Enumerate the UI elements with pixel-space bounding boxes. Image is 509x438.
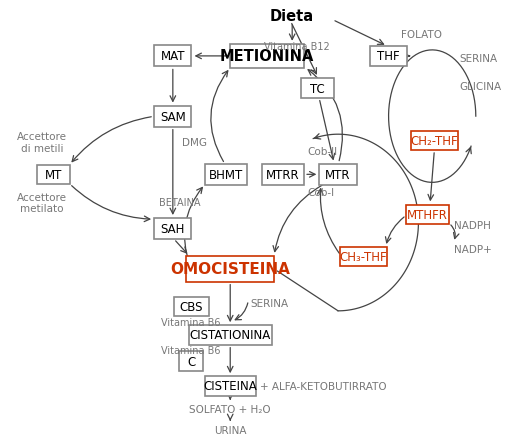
- FancyBboxPatch shape: [204, 165, 246, 185]
- Text: MT: MT: [45, 169, 62, 181]
- FancyBboxPatch shape: [340, 247, 386, 267]
- FancyBboxPatch shape: [204, 376, 255, 396]
- Text: GLICINA: GLICINA: [459, 82, 501, 92]
- Text: + ALFA-KETOBUTIRRATO: + ALFA-KETOBUTIRRATO: [260, 381, 386, 391]
- Text: THF: THF: [377, 50, 399, 63]
- FancyBboxPatch shape: [405, 205, 448, 225]
- FancyBboxPatch shape: [230, 45, 303, 68]
- FancyBboxPatch shape: [262, 165, 303, 185]
- Text: CISTATIONINA: CISTATIONINA: [189, 328, 270, 342]
- Text: TC: TC: [309, 82, 324, 95]
- Text: URINA: URINA: [214, 425, 246, 435]
- Text: CBS: CBS: [179, 300, 203, 314]
- Text: BETAINA: BETAINA: [159, 198, 200, 208]
- Text: NADPH: NADPH: [454, 221, 490, 231]
- Text: SAM: SAM: [160, 110, 185, 124]
- FancyBboxPatch shape: [154, 46, 191, 67]
- FancyBboxPatch shape: [188, 325, 271, 345]
- FancyBboxPatch shape: [369, 47, 406, 67]
- Text: OMOCISTEINA: OMOCISTEINA: [170, 261, 290, 276]
- Text: Cob-II: Cob-II: [307, 147, 337, 157]
- Text: C: C: [187, 355, 195, 367]
- FancyBboxPatch shape: [174, 297, 208, 317]
- Text: Vitamina B12: Vitamina B12: [263, 42, 329, 52]
- Text: Vitamina B6: Vitamina B6: [161, 317, 220, 327]
- Text: MAT: MAT: [160, 50, 185, 63]
- FancyBboxPatch shape: [154, 219, 191, 240]
- Text: MTHFR: MTHFR: [406, 208, 447, 222]
- Text: SERINA: SERINA: [250, 298, 289, 308]
- Text: CISTEINA: CISTEINA: [203, 380, 257, 392]
- Text: Accettore
metilato: Accettore metilato: [17, 192, 67, 214]
- Text: DMG: DMG: [182, 138, 207, 148]
- Text: CH₂-THF: CH₂-THF: [410, 134, 458, 147]
- Text: Vitamina B6: Vitamina B6: [161, 345, 220, 355]
- Text: SAH: SAH: [160, 223, 185, 236]
- Text: MTRR: MTRR: [266, 169, 299, 181]
- FancyBboxPatch shape: [179, 352, 203, 371]
- Text: CH₃-THF: CH₃-THF: [339, 251, 386, 264]
- Text: SOLFATO + H₂O: SOLFATO + H₂O: [189, 404, 270, 414]
- Text: FOLATO: FOLATO: [400, 30, 441, 40]
- FancyBboxPatch shape: [300, 79, 333, 99]
- Text: Dieta: Dieta: [270, 9, 314, 24]
- FancyBboxPatch shape: [154, 106, 191, 127]
- Text: BHMT: BHMT: [208, 169, 242, 181]
- FancyBboxPatch shape: [37, 165, 70, 184]
- Text: SERINA: SERINA: [459, 54, 497, 64]
- Text: METIONINA: METIONINA: [219, 49, 314, 64]
- FancyBboxPatch shape: [410, 131, 457, 151]
- Text: Cob-I: Cob-I: [307, 188, 334, 198]
- Text: Accettore
di metili: Accettore di metili: [17, 132, 67, 154]
- Text: NADP+: NADP+: [454, 244, 491, 254]
- FancyBboxPatch shape: [186, 256, 273, 282]
- Text: MTR: MTR: [325, 169, 350, 181]
- FancyBboxPatch shape: [319, 165, 356, 185]
